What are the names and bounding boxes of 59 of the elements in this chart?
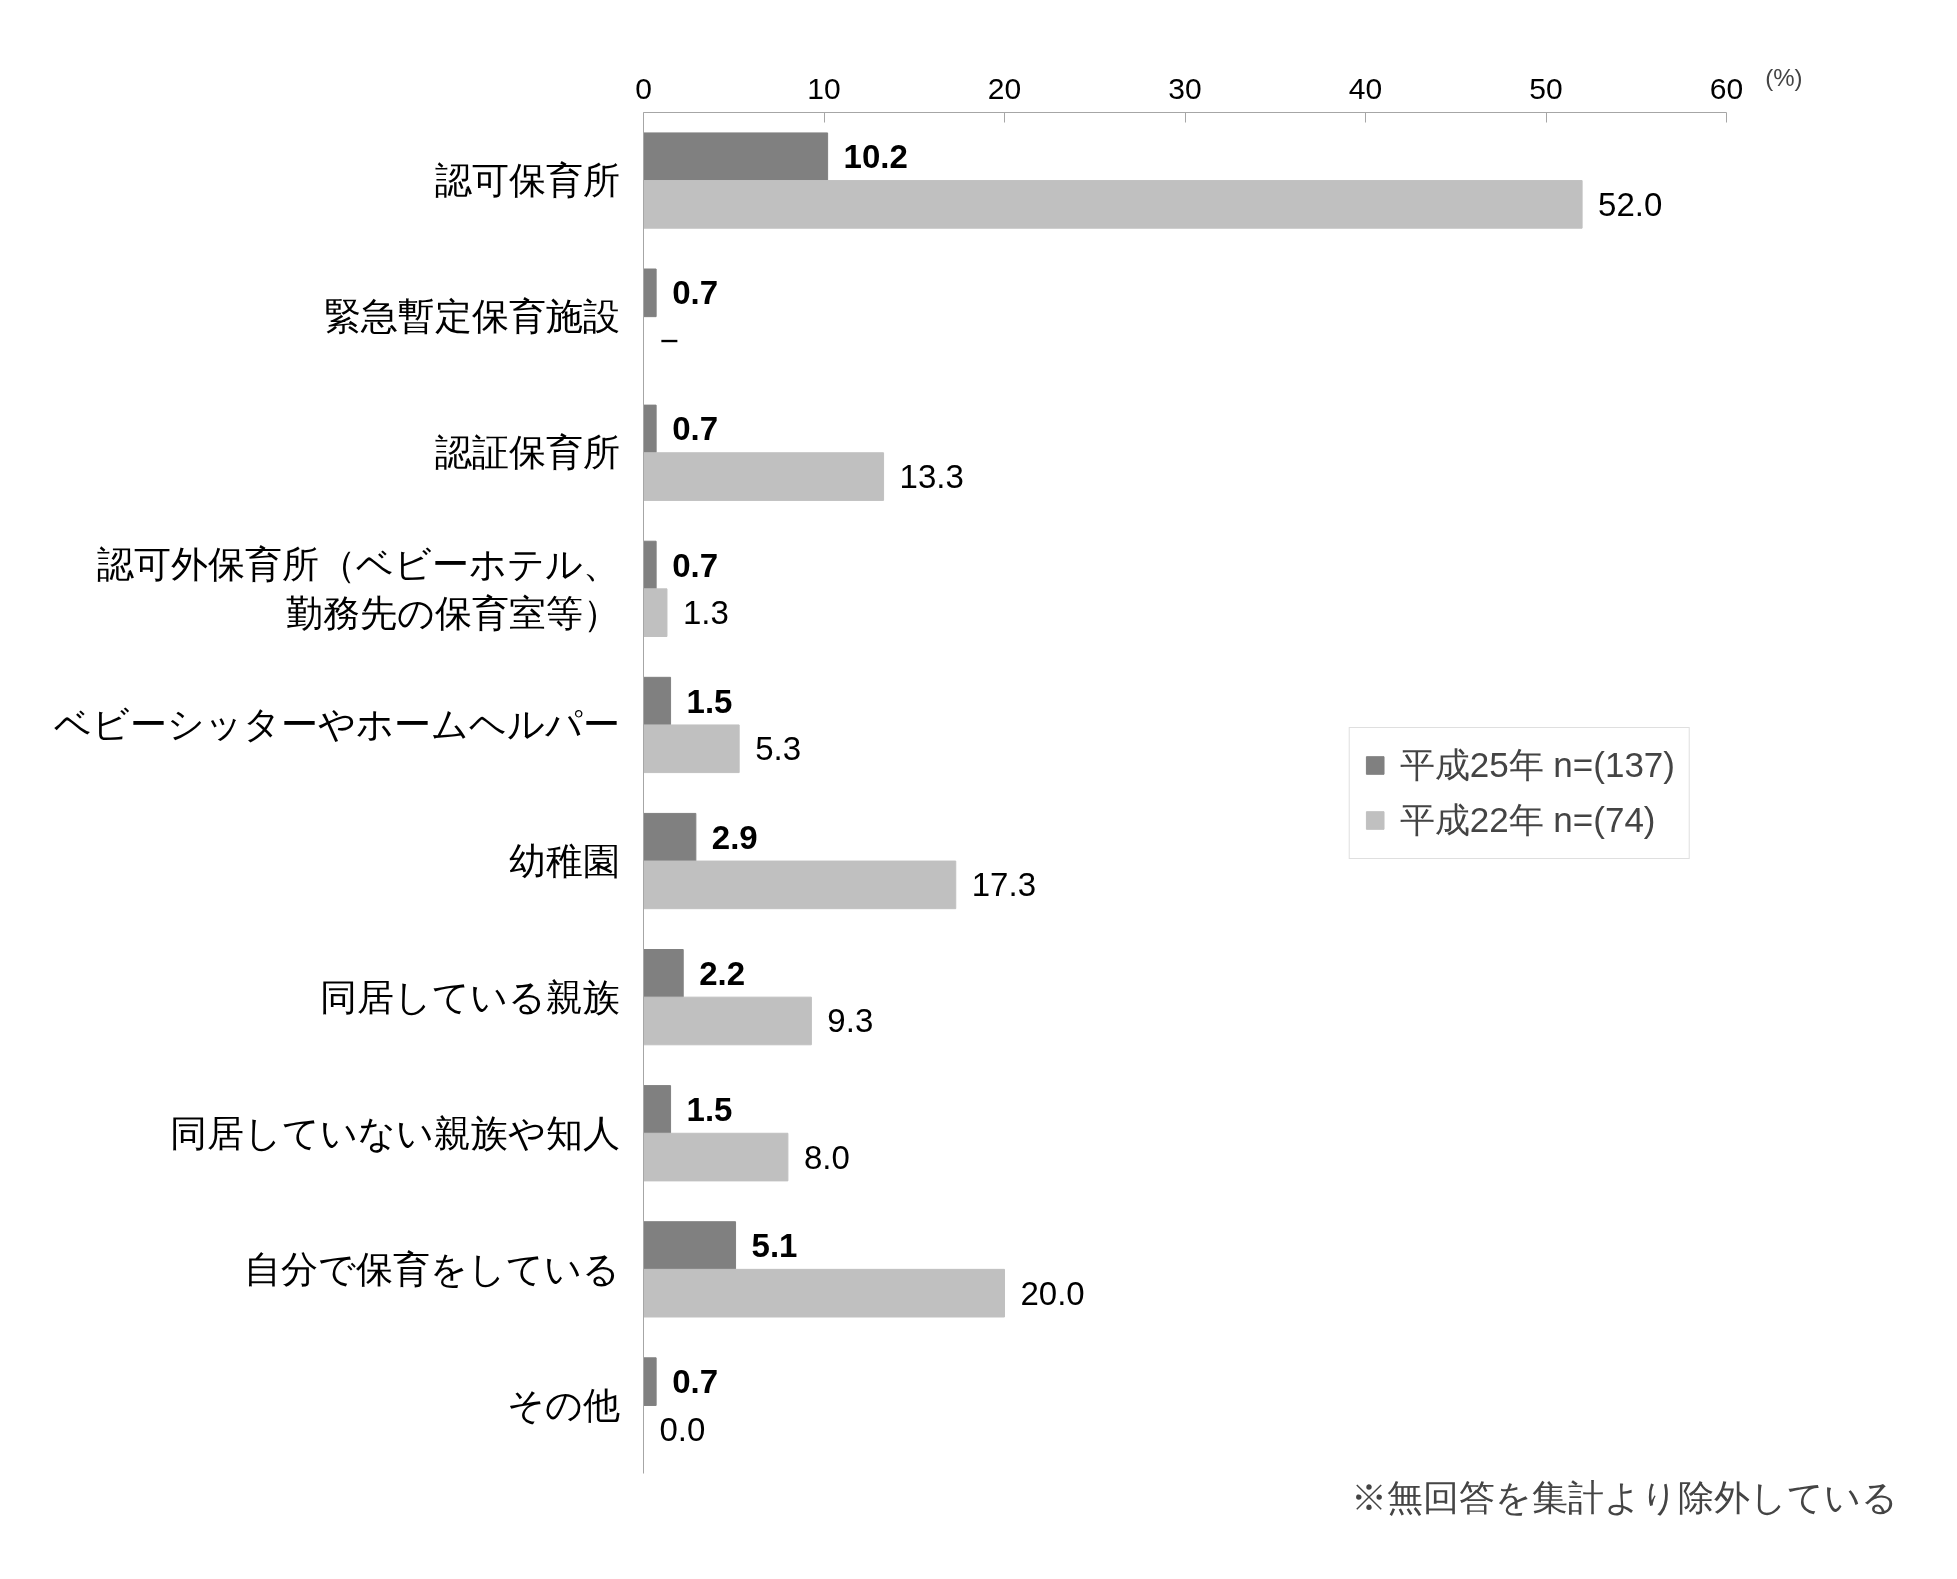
data-label: 1.5 (686, 682, 733, 720)
bar (643, 1268, 1005, 1318)
data-label: 0.7 (672, 1363, 719, 1401)
y-tick-label: 同居していない親族や知人 (169, 1112, 620, 1154)
bar (643, 1357, 657, 1406)
bar (643, 452, 885, 501)
y-tick-label: 緊急暫定保育施設 (323, 296, 620, 338)
x-tick-label: 20 (987, 71, 1022, 105)
bar (643, 860, 957, 910)
data-label: 52.0 (1598, 185, 1663, 223)
bar (643, 1221, 737, 1270)
bar (643, 996, 812, 1046)
data-label: 13.3 (899, 458, 964, 496)
bar (643, 180, 1583, 229)
y-tick-label: 認可外保育所（ベビーホテル、勤務先の保育室等） (96, 543, 620, 634)
data-label: 1.3 (682, 594, 729, 632)
x-tick-label: 60 (1709, 71, 1744, 105)
data-label: 17.3 (971, 866, 1036, 904)
y-tick-label: 幼稚園 (508, 840, 620, 882)
y-tick-label: 自分で保育をしている (243, 1248, 620, 1290)
text: ※無回答を集計より除外している (1350, 1477, 1898, 1518)
y-tick-label: 認可保育所 (434, 160, 620, 202)
data-label: 0.7 (672, 274, 719, 312)
bar (643, 1132, 789, 1182)
text: − (659, 321, 679, 359)
y-tick-label: 認証保育所 (434, 432, 620, 474)
bar (643, 404, 657, 454)
bar (643, 540, 657, 590)
data-label: 9.3 (827, 1002, 874, 1040)
x-tick-label: 30 (1168, 71, 1202, 105)
data-label: 5.3 (755, 730, 802, 768)
bar (643, 268, 657, 318)
data-label: 20.0 (1020, 1274, 1085, 1312)
data-label: 2.2 (699, 954, 746, 992)
x-tick-label: 50 (1529, 71, 1563, 105)
y-tick-label: 同居している親族 (319, 976, 620, 1018)
data-label: 2.9 (711, 818, 758, 856)
bar (643, 132, 829, 182)
x-tick-label: 0 (635, 71, 652, 105)
data-label: 5.1 (751, 1227, 798, 1265)
data-label: 0.7 (672, 410, 719, 448)
legend-label: 平成22年 n=(74) (1399, 798, 1656, 841)
x-tick-label: 40 (1348, 71, 1383, 105)
bar (643, 1085, 672, 1134)
y-tick-label: その他 (506, 1384, 620, 1426)
data-label: 10.2 (843, 138, 908, 176)
y-tick-label: ベビーシッターやホームヘルパー (53, 704, 620, 746)
bar (643, 588, 668, 637)
bar (643, 812, 697, 862)
data-label: 0.7 (672, 546, 719, 584)
data-label: 8.0 (803, 1138, 850, 1176)
data-label: 0.0 (659, 1410, 706, 1448)
legend-label: 平成25年 n=(137) (1399, 743, 1675, 786)
bar (643, 949, 684, 998)
bar (643, 724, 740, 774)
bar (643, 676, 672, 726)
x-axis-title: (%) (1765, 63, 1803, 91)
x-tick-label: 10 (807, 71, 841, 105)
data-label: 1.5 (686, 1090, 733, 1128)
